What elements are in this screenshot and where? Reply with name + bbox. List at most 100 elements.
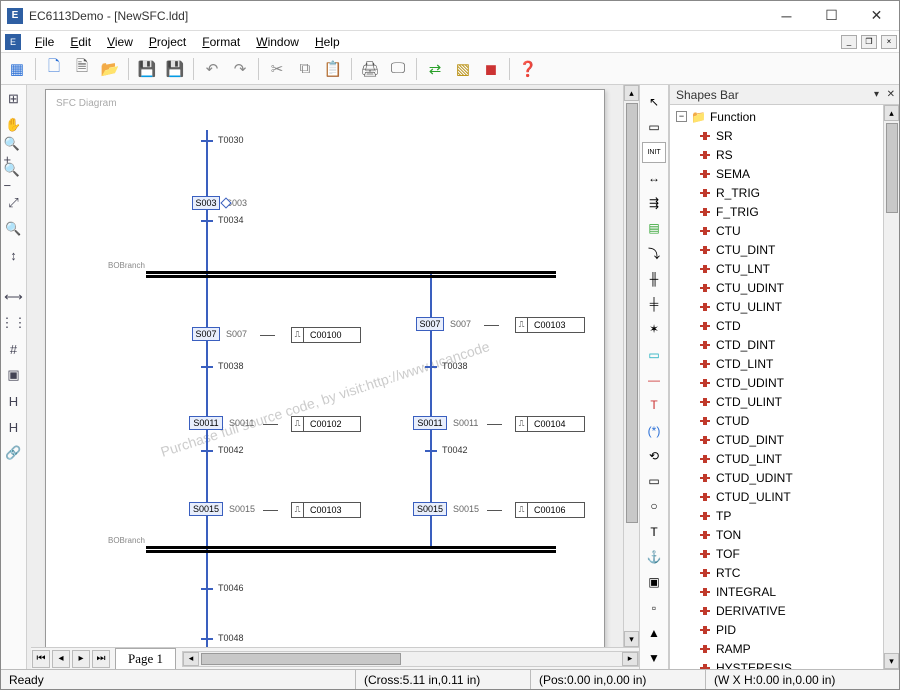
action-C00100[interactable]: ⎍C00100 xyxy=(291,327,361,343)
step-S0011[interactable]: S0011 xyxy=(413,416,447,430)
compile-icon[interactable]: ⇄ xyxy=(423,57,447,81)
branch-tool[interactable]: ⇶ xyxy=(642,192,666,213)
step-S0015[interactable]: S0015 xyxy=(189,502,223,516)
shape-ctu_lnt[interactable]: CTU_LNT xyxy=(670,259,899,278)
line-tool[interactable]: — xyxy=(642,369,666,390)
text-tool[interactable]: T xyxy=(642,395,666,416)
menu-edit[interactable]: Edit xyxy=(62,33,99,51)
shape-rs[interactable]: RS xyxy=(670,145,899,164)
shape-r_trig[interactable]: R_TRIG xyxy=(670,183,899,202)
big-t-tool[interactable]: T xyxy=(642,521,666,542)
menu-help[interactable]: Help xyxy=(307,33,348,51)
panel-close-icon[interactable]: ✕ xyxy=(887,89,895,100)
shape-ctd_lint[interactable]: CTD_LINT xyxy=(670,354,899,373)
action-tool[interactable]: ▤ xyxy=(642,217,666,238)
tree-collapse-icon[interactable]: − xyxy=(676,111,687,122)
scroll-thumb-h[interactable] xyxy=(201,653,401,665)
action-C00104[interactable]: ⎍C00104 xyxy=(515,416,585,432)
shape-ton[interactable]: TON xyxy=(670,525,899,544)
shape-ctu_ulint[interactable]: CTU_ULINT xyxy=(670,297,899,316)
shape-rtc[interactable]: RTC xyxy=(670,563,899,582)
shape-ctu_udint[interactable]: CTU_UDINT xyxy=(670,278,899,297)
stop-icon[interactable]: ◼ xyxy=(479,57,503,81)
grid-tool[interactable]: ⊞ xyxy=(4,89,24,109)
step-S007[interactable]: S007 xyxy=(416,317,444,331)
tree-scroll-down-icon[interactable]: ▾ xyxy=(884,653,899,669)
canvas-scrollbar-v[interactable]: ▴ ▾ xyxy=(623,85,639,647)
action-C00102[interactable]: ⎍C00102 xyxy=(291,416,361,432)
menu-format[interactable]: Format xyxy=(194,33,248,51)
zoom-in-tool[interactable]: 🔍+ xyxy=(4,141,24,161)
action-C00103[interactable]: ⎍C00103 xyxy=(291,502,361,518)
anchor-tool[interactable]: ⚓ xyxy=(642,546,666,567)
shape-ramp[interactable]: RAMP xyxy=(670,639,899,658)
connector-tool[interactable]: ⟲ xyxy=(642,445,666,466)
text-h2-tool[interactable]: H xyxy=(4,417,24,437)
page-tab-1[interactable]: Page 1 xyxy=(115,648,176,669)
action-C00103[interactable]: ⎍C00103 xyxy=(515,317,585,333)
shape-ctud_dint[interactable]: CTUD_DINT xyxy=(670,430,899,449)
shape-hysteresis[interactable]: HYSTERESIS xyxy=(670,658,899,669)
tab-last-button[interactable]: ⏭ xyxy=(92,650,110,668)
undo-icon[interactable]: ↶ xyxy=(200,57,224,81)
step-S0011[interactable]: S0011 xyxy=(189,416,223,430)
group-tool[interactable]: ▣ xyxy=(642,572,666,593)
sim-div-tool[interactable]: ╪ xyxy=(642,293,666,314)
shape-ctu[interactable]: CTU xyxy=(670,221,899,240)
menu-file[interactable]: File xyxy=(27,33,62,51)
tab-next-button[interactable]: ▸ xyxy=(72,650,90,668)
scroll-down-icon[interactable]: ▾ xyxy=(624,631,639,647)
step-S0015[interactable]: S0015 xyxy=(413,502,447,516)
shapes-tree[interactable]: − 📁 Function SRRSSEMAR_TRIGF_TRIGCTUCTU_… xyxy=(670,105,899,669)
canvas-viewport[interactable]: SFC Diagram Purchase full source code, b… xyxy=(31,85,639,647)
shape-ctud[interactable]: CTUD xyxy=(670,411,899,430)
redo-icon[interactable]: ↷ xyxy=(228,57,252,81)
build-icon[interactable]: ▧ xyxy=(451,57,475,81)
shape-ctud_udint[interactable]: CTUD_UDINT xyxy=(670,468,899,487)
shape-tp[interactable]: TP xyxy=(670,506,899,525)
shape-sr[interactable]: SR xyxy=(670,126,899,145)
step-S003[interactable]: S003 xyxy=(192,196,220,210)
cut-icon[interactable]: ✂ xyxy=(265,57,289,81)
zoom-region-tool[interactable]: 🔍 xyxy=(4,219,24,239)
open-folder-icon[interactable]: 📂 xyxy=(98,57,122,81)
help-icon[interactable]: ❓ xyxy=(516,57,540,81)
shape-ctd_udint[interactable]: CTD_UDINT xyxy=(670,373,899,392)
step-tool[interactable]: ▭ xyxy=(642,116,666,137)
preview-icon[interactable]: 🖵 xyxy=(386,57,410,81)
tab-prev-button[interactable]: ◂ xyxy=(52,650,70,668)
mdi-minimize[interactable]: _ xyxy=(841,35,857,49)
shape-ctd_ulint[interactable]: CTD_ULINT xyxy=(670,392,899,411)
ellipse-tool[interactable]: ○ xyxy=(642,496,666,517)
align-h-tool[interactable]: ⟷ xyxy=(4,287,24,307)
paste-icon[interactable]: 📋 xyxy=(321,57,345,81)
menu-window[interactable]: Window xyxy=(248,33,307,51)
shape-tof[interactable]: TOF xyxy=(670,544,899,563)
step-S007[interactable]: S007 xyxy=(192,327,220,341)
sel-div-tool[interactable]: ╫ xyxy=(642,268,666,289)
shape-integral[interactable]: INTEGRAL xyxy=(670,582,899,601)
menu-project[interactable]: Project xyxy=(141,33,194,51)
front-tool[interactable]: ▲ xyxy=(642,622,666,643)
pan-tool[interactable]: ✋ xyxy=(4,115,24,135)
tree-scrollbar[interactable]: ▴ ▾ xyxy=(883,105,899,669)
menu-view[interactable]: View xyxy=(99,33,141,51)
scroll-left-icon[interactable]: ◂ xyxy=(183,652,199,666)
save-icon[interactable]: 💾 xyxy=(135,57,159,81)
rect-tool[interactable]: ▭ xyxy=(642,470,666,491)
print-icon[interactable]: 🖨 xyxy=(358,57,382,81)
comment-tool[interactable]: (*) xyxy=(642,420,666,441)
new-doc-star-icon[interactable]: 🗎 xyxy=(70,57,94,81)
init-step-tool[interactable]: INIT xyxy=(642,142,666,163)
scroll-up-icon[interactable]: ▴ xyxy=(624,85,639,101)
tree-folder-function[interactable]: − 📁 Function xyxy=(670,107,899,126)
zoom-100-tool[interactable]: ↕ xyxy=(4,245,24,265)
jump-tool[interactable]: ⤵ xyxy=(642,243,666,264)
maximize-button[interactable]: ☐ xyxy=(809,1,854,31)
pointer-tool[interactable]: ↖ xyxy=(642,91,666,112)
scroll-right-icon[interactable]: ▸ xyxy=(622,652,638,666)
save-all-icon[interactable]: 💾 xyxy=(163,57,187,81)
link-tool[interactable]: 🔗 xyxy=(4,443,24,463)
shape-ctu_dint[interactable]: CTU_DINT xyxy=(670,240,899,259)
mdi-restore[interactable]: ❐ xyxy=(861,35,877,49)
